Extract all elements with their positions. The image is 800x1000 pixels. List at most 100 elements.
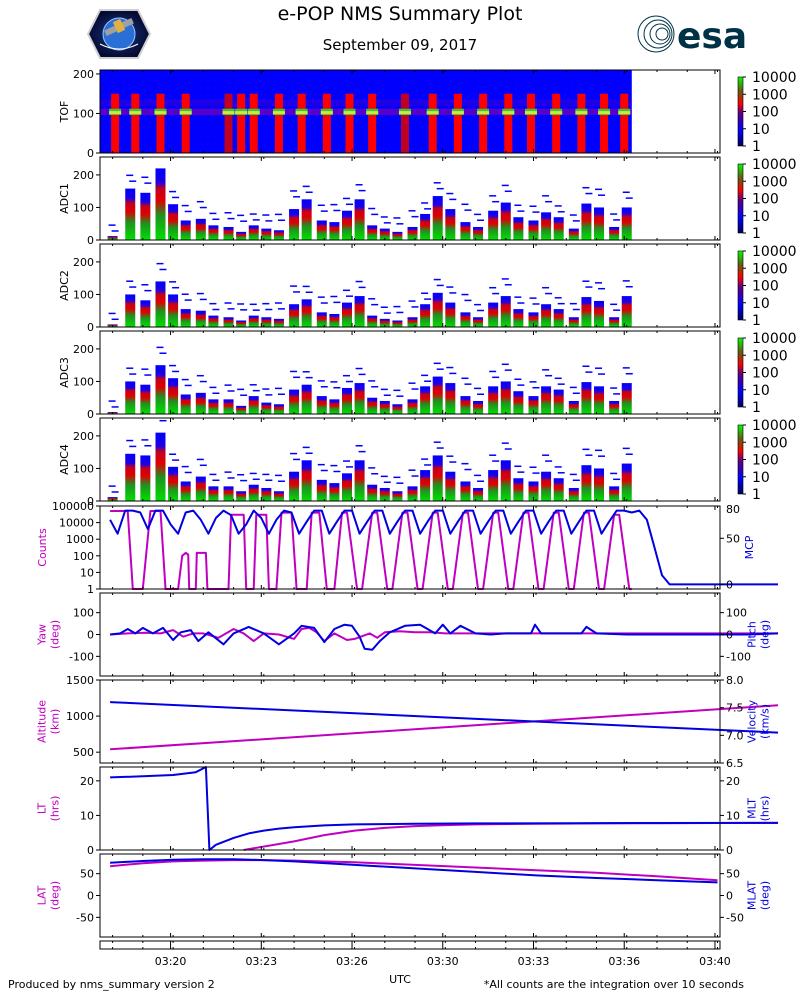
adc-bar	[609, 400, 620, 414]
adc-dash	[595, 188, 603, 191]
adc-bar	[236, 320, 247, 327]
adc-bar	[208, 399, 219, 414]
adc-dash	[293, 376, 301, 379]
y-tick-label-right: 0	[726, 629, 733, 642]
series-line-lat	[110, 859, 718, 882]
adc-bar	[594, 207, 605, 240]
adc-dash	[126, 439, 134, 442]
plot-frame	[99, 766, 721, 851]
adc-dash	[317, 380, 325, 382]
y-axis-label-right: Pitch (deg)	[746, 620, 772, 649]
y-axis-label-right-line: MCP	[743, 535, 756, 559]
adc-dash	[172, 286, 180, 289]
adc-bar	[541, 471, 552, 501]
adc-dash	[330, 203, 338, 206]
y-tick-label: 0	[87, 629, 94, 642]
adc-dash	[585, 371, 593, 373]
adc-dash	[209, 473, 217, 476]
adc-bar	[248, 484, 259, 501]
adc-dash	[212, 392, 220, 395]
adc-dash	[433, 278, 441, 281]
tof-band	[100, 108, 632, 116]
adc-bar	[289, 471, 300, 501]
adc-dash	[461, 203, 469, 206]
adc-dash	[265, 479, 273, 482]
adc-dash	[504, 284, 512, 286]
adc-dash	[474, 474, 482, 477]
colorbar	[737, 250, 744, 321]
adc-bar	[594, 468, 605, 501]
adc-dash	[240, 309, 248, 311]
adc-bar	[273, 230, 284, 240]
adc-bar	[329, 483, 340, 501]
colorbar-tick-label: 10	[752, 209, 770, 225]
adc-dash	[159, 352, 167, 354]
adc-dash	[141, 439, 149, 441]
tof-column	[181, 93, 190, 153]
adc-dash	[585, 192, 593, 195]
adc-bar	[125, 294, 136, 327]
adc-dash	[461, 377, 469, 380]
adc-dash	[305, 452, 313, 455]
y-tick-label: 50	[80, 868, 94, 881]
adc-dash	[411, 215, 419, 218]
adc-dash	[237, 303, 245, 305]
adc-bar	[236, 405, 247, 414]
series-line-altitude	[110, 704, 779, 751]
adc-dash	[227, 477, 235, 479]
adc-bar	[354, 383, 365, 414]
adc-dash	[355, 367, 363, 370]
adc-bar	[541, 386, 552, 414]
y-tick-label-right: 10	[726, 809, 740, 822]
adc-dash	[424, 208, 432, 210]
plot-frame	[99, 679, 721, 764]
colorbar-tick-label: 1000	[752, 348, 788, 364]
adc-dash	[492, 292, 500, 295]
adc-bar	[621, 463, 632, 501]
adc-dash	[333, 301, 341, 304]
adc-bar	[432, 376, 443, 414]
adc-bar	[329, 313, 340, 327]
adc-bar	[379, 318, 390, 327]
adc-dash	[582, 186, 590, 189]
adc-dash	[181, 293, 189, 295]
adc-dash	[625, 285, 633, 288]
adc-dash	[333, 386, 341, 389]
adc-bar	[367, 225, 378, 240]
y-axis-label: TOF	[58, 101, 71, 124]
adc-dash	[380, 388, 388, 391]
adc-dash	[383, 481, 391, 483]
adc-dash	[169, 281, 177, 283]
adc-dash	[224, 471, 232, 473]
y-axis-label-left-line: LAT	[36, 885, 49, 905]
adc-dash	[252, 389, 260, 392]
colorbar-tick-label: 1	[752, 400, 761, 416]
colorbar-tick-label: 10	[752, 470, 770, 486]
adc-bar	[273, 404, 284, 414]
adc-bar	[460, 312, 471, 327]
y-tick-label: 100	[73, 607, 94, 620]
adc-dash	[227, 308, 235, 310]
tof-column-peak	[222, 111, 235, 115]
adc-dash	[436, 447, 444, 449]
adc-dash	[613, 219, 621, 221]
tof-column-peak	[398, 111, 411, 115]
adc-dash	[464, 299, 472, 302]
adc-dash	[345, 380, 353, 383]
adc-dash	[554, 205, 562, 207]
adc-dash	[446, 286, 454, 288]
adc-bar	[273, 318, 284, 327]
adc-dash	[330, 464, 338, 467]
adc-dash	[249, 213, 257, 215]
adc-bar	[223, 226, 234, 240]
adc-dash	[368, 467, 376, 469]
adc-dash	[305, 191, 313, 194]
adc-dash	[474, 213, 482, 216]
adc-dash	[144, 445, 152, 447]
adc-dash	[433, 182, 441, 184]
adc-dash	[557, 472, 565, 474]
adc-dash	[625, 372, 633, 375]
adc-dash	[408, 382, 416, 384]
